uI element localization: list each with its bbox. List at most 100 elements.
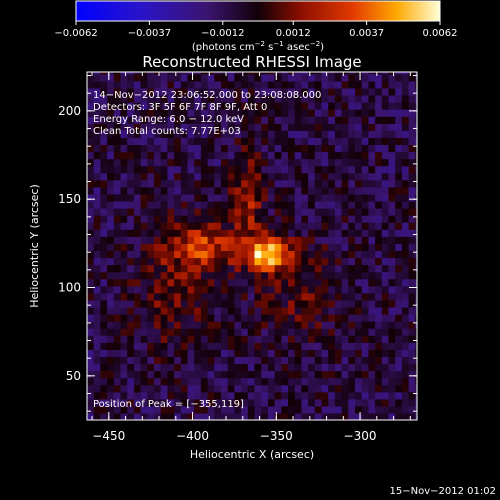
heatmap-cell: [368, 193, 376, 202]
heatmap-cell: [241, 144, 249, 153]
heatmap-cell: [254, 264, 262, 273]
heatmap-cell: [93, 321, 101, 329]
heatmap-cell: [368, 80, 376, 89]
heatmap-cell: [355, 356, 363, 365]
heatmap-cell: [381, 370, 390, 379]
heatmap-cell: [120, 208, 128, 216]
heatmap-cell: [308, 137, 316, 146]
heatmap-cell: [314, 165, 323, 174]
heatmap-cell: [381, 193, 390, 202]
heatmap-cell: [401, 363, 410, 372]
heatmap-cell: [415, 271, 417, 280]
heatmap-cell: [120, 151, 128, 160]
heatmap-cell: [167, 306, 175, 315]
heatmap-cell: [308, 370, 316, 379]
heatmap-cell: [261, 186, 269, 195]
heatmap-cell: [140, 151, 148, 160]
heatmap-cell: [207, 151, 215, 160]
heatmap-cell: [375, 257, 383, 266]
heatmap-cell: [368, 321, 376, 329]
heatmap-cell: [93, 102, 101, 110]
heatmap-cell: [288, 384, 296, 393]
heatmap-cell: [288, 412, 296, 420]
heatmap-cell: [415, 94, 417, 103]
heatmap-cell: [200, 158, 209, 167]
heatmap-cell: [408, 384, 416, 393]
heatmap-cell: [167, 328, 175, 336]
heatmap-cell: [314, 264, 323, 273]
heatmap-cell: [321, 222, 329, 230]
heatmap-cell: [113, 172, 122, 181]
heatmap-cell: [348, 229, 356, 237]
heatmap-cell: [261, 342, 269, 350]
heatmap-cell: [274, 370, 282, 379]
heatmap-cell: [107, 398, 115, 407]
heatmap-cell: [401, 179, 410, 188]
heatmap-cell: [174, 116, 182, 124]
heatmap-cell: [388, 292, 396, 301]
heatmap-cell: [247, 292, 256, 301]
heatmap-cell: [147, 236, 155, 244]
heatmap-cell: [401, 102, 410, 110]
heatmap-cell: [187, 306, 195, 315]
heatmap-cell: [281, 257, 289, 266]
heatmap-cell: [308, 349, 316, 358]
heatmap-cell: [348, 73, 356, 82]
heatmap-cell: [187, 236, 195, 244]
heatmap-cell: [381, 328, 390, 336]
heatmap-cell: [361, 321, 370, 329]
heatmap-cell: [355, 179, 363, 188]
heatmap-cell: [294, 208, 303, 216]
heatmap-cell: [113, 285, 122, 294]
heatmap-cell: [355, 193, 363, 202]
heatmap-cell: [241, 257, 249, 266]
heatmap-cell: [328, 80, 336, 89]
heatmap-cell: [334, 264, 343, 273]
heatmap-cell: [180, 299, 189, 308]
heatmap-cell: [221, 335, 229, 343]
heatmap-cell: [147, 384, 155, 393]
heatmap-cell: [180, 229, 189, 237]
heatmap-cell: [241, 130, 249, 138]
heatmap-cell: [408, 306, 416, 315]
heatmap-cell: [247, 87, 256, 96]
heatmap-cell: [160, 172, 169, 181]
heatmap-cell: [100, 363, 108, 372]
heatmap-cell: [261, 250, 269, 259]
heatmap-cell: [200, 137, 209, 146]
heatmap-cell: [395, 87, 403, 96]
heatmap-cell: [180, 412, 189, 420]
heatmap-cell: [100, 200, 108, 209]
heatmap-cell: [415, 363, 417, 372]
heatmap-cell: [167, 222, 175, 230]
heatmap-cell: [241, 179, 249, 188]
heatmap-cell: [207, 377, 215, 386]
heatmap-cell: [368, 87, 376, 96]
heatmap-cell: [120, 73, 128, 82]
heatmap-cell: [127, 285, 135, 294]
heatmap-cell: [247, 72, 256, 75]
heatmap-cell: [234, 123, 242, 131]
heatmap-cell: [415, 116, 417, 124]
heatmap-cell: [308, 229, 316, 237]
heatmap-cell: [301, 363, 309, 372]
heatmap-cell: [321, 306, 329, 315]
heatmap-cell: [375, 306, 383, 315]
heatmap-cell: [261, 144, 269, 153]
heatmap-cell: [328, 179, 336, 188]
heatmap-cell: [120, 391, 128, 400]
heatmap-cell: [254, 250, 262, 259]
heatmap-cell: [140, 193, 148, 202]
heatmap-cell: [388, 328, 396, 336]
heatmap-cell: [221, 384, 229, 393]
heatmap-cell: [395, 328, 403, 336]
heatmap-cell: [174, 123, 182, 131]
heatmap-cell: [234, 356, 242, 365]
heatmap-cell: [147, 200, 155, 209]
heatmap-cell: [174, 87, 182, 96]
heatmap-cell: [113, 271, 122, 280]
heatmap-cell: [294, 179, 303, 188]
heatmap-cell: [314, 144, 323, 153]
heatmap-cell: [401, 314, 410, 322]
heatmap-cell: [113, 200, 122, 209]
